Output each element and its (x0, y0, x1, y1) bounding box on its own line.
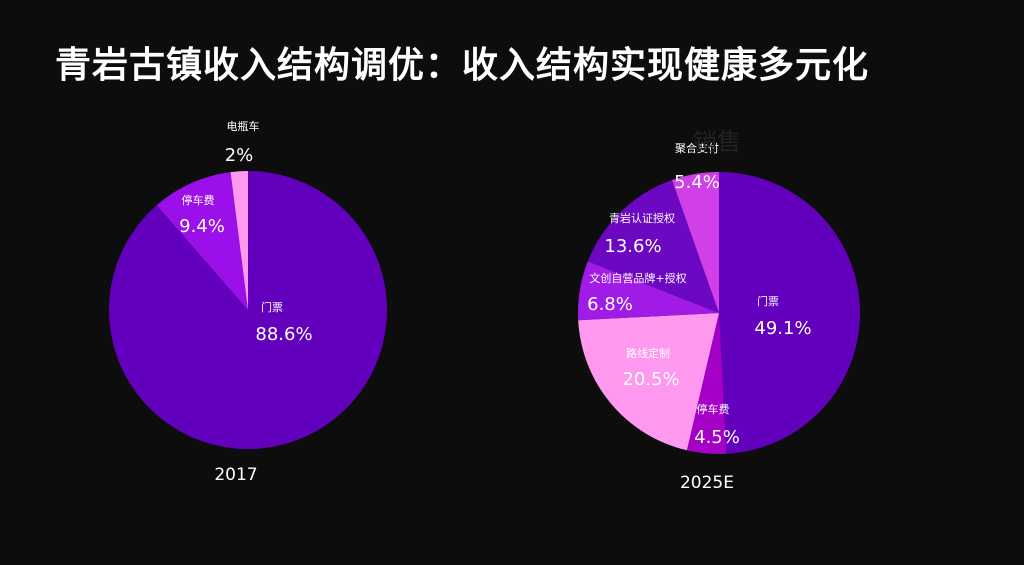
pie-slice-2017-电瓶车 (230, 171, 248, 310)
slice-label-2025E-停车费: 停车费 (697, 402, 730, 416)
chart-year-label-2017: 2017 (214, 465, 257, 485)
slice-label-2025E-聚合支付: 聚合支付 (675, 141, 719, 155)
slice-label-2025E-文创自营品牌-授权: 文创自营品牌+授权 (589, 271, 686, 285)
slice-label-2017-门票: 门票 (261, 300, 283, 314)
pie-slice-2025E-文创自营品牌-授权 (578, 261, 719, 321)
slice-value-2025E-聚合支付: 5.4% (674, 172, 720, 193)
slice-value-2025E-青岩认证授权: 13.6% (604, 236, 661, 257)
pie-slice-2017-门票 (108, 171, 387, 450)
slice-value-2017-电瓶车: 2% (225, 145, 254, 166)
pie-slice-2025E-路线定制 (578, 313, 719, 451)
slice-value-2017-门票: 88.6% (255, 324, 312, 345)
slice-label-2025E-门票: 门票 (757, 294, 779, 308)
slice-label-2025E-青岩认证授权: 青岩认证授权 (609, 211, 675, 225)
slice-value-2017-停车费: 9.4% (179, 216, 225, 237)
slice-value-2025E-门票: 49.1% (754, 318, 811, 339)
chart-year-label-2025E: 2025E (680, 473, 734, 493)
pie-slice-2025E-青岩认证授权 (587, 180, 719, 313)
pie-slice-2025E-停车费 (686, 313, 727, 455)
pie-slice-2017-停车费 (156, 172, 248, 310)
pie-slice-2025E-聚合支付 (672, 172, 719, 313)
slice-label-2025E-路线定制: 路线定制 (626, 346, 670, 360)
slice-label-2017-停车费: 停车费 (182, 193, 215, 207)
slice-label-2017-电瓶车: 电瓶车 (227, 119, 260, 133)
slice-value-2025E-停车费: 4.5% (694, 427, 740, 448)
slice-value-2025E-文创自营品牌-授权: 6.8% (587, 294, 633, 315)
stray-text: 销售 (693, 128, 741, 156)
pie-slice-2025E-门票 (719, 172, 861, 454)
slice-value-2025E-路线定制: 20.5% (622, 369, 679, 390)
page-title: 青岩古镇收入结构调优：收入结构实现健康多元化 (55, 45, 870, 86)
